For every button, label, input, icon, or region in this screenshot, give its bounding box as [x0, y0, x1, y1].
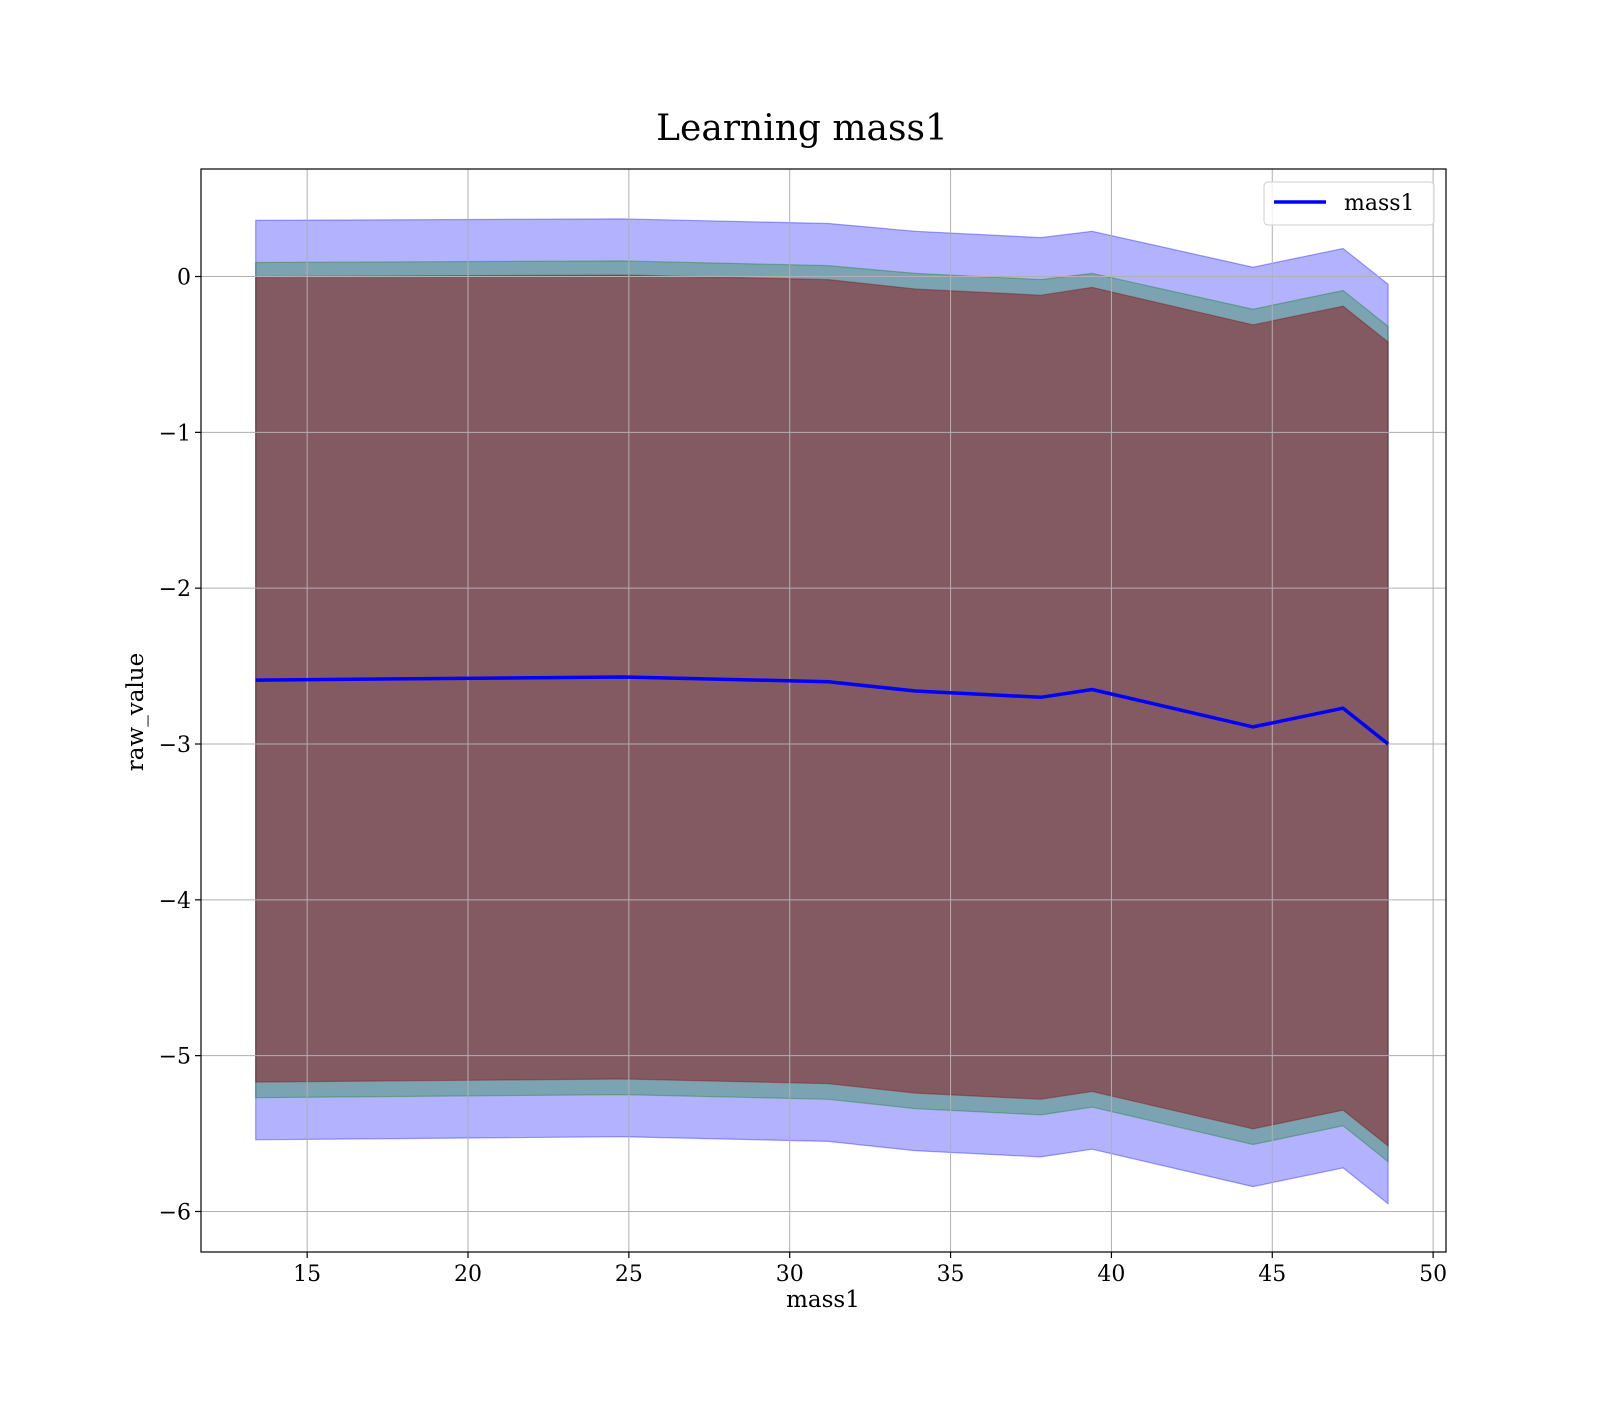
legend-box [1263, 181, 1435, 226]
x-tick-label: 20 [454, 1262, 482, 1287]
chart-title: Learning mass1 [656, 108, 948, 149]
y-tick-label: 0 [177, 266, 191, 291]
y-axis-ticks: 0 −1 −2 −3 −4 −5 −6 [159, 266, 201, 1225]
series-line-mass1 [255, 675, 1390, 746]
x-axis-ticks: 15 20 25 30 35 40 45 50 [293, 1252, 1447, 1287]
x-tick-label: 15 [293, 1262, 321, 1287]
x-tick-label: 35 [937, 1262, 965, 1287]
x-tick-label: 45 [1258, 1262, 1286, 1287]
confidence-bands [255, 218, 1389, 1205]
x-tick-label: 25 [615, 1262, 643, 1287]
y-axis-label: raw_value [123, 653, 149, 771]
x-tick-label: 40 [1097, 1262, 1125, 1287]
y-tick-label: −6 [159, 1200, 191, 1225]
y-tick-label: −3 [159, 733, 191, 758]
x-axis-label: mass1 [786, 1287, 860, 1313]
grid [201, 169, 1446, 1252]
x-tick-label: 30 [776, 1262, 804, 1287]
confidence-band-3 [255, 274, 1389, 1148]
series-lines [255, 675, 1390, 746]
legend: mass1 [1263, 181, 1435, 226]
y-tick-label: −1 [159, 421, 191, 446]
x-tick-label: 50 [1419, 1262, 1447, 1287]
legend-label-mass1: mass1 [1344, 191, 1415, 216]
plot-frame [200, 168, 1447, 1253]
y-tick-label: −2 [159, 577, 191, 602]
confidence-band-2 [255, 260, 1389, 1163]
y-tick-label: −5 [159, 1045, 191, 1070]
confidence-band-1 [255, 218, 1389, 1205]
y-tick-label: −4 [159, 889, 191, 914]
